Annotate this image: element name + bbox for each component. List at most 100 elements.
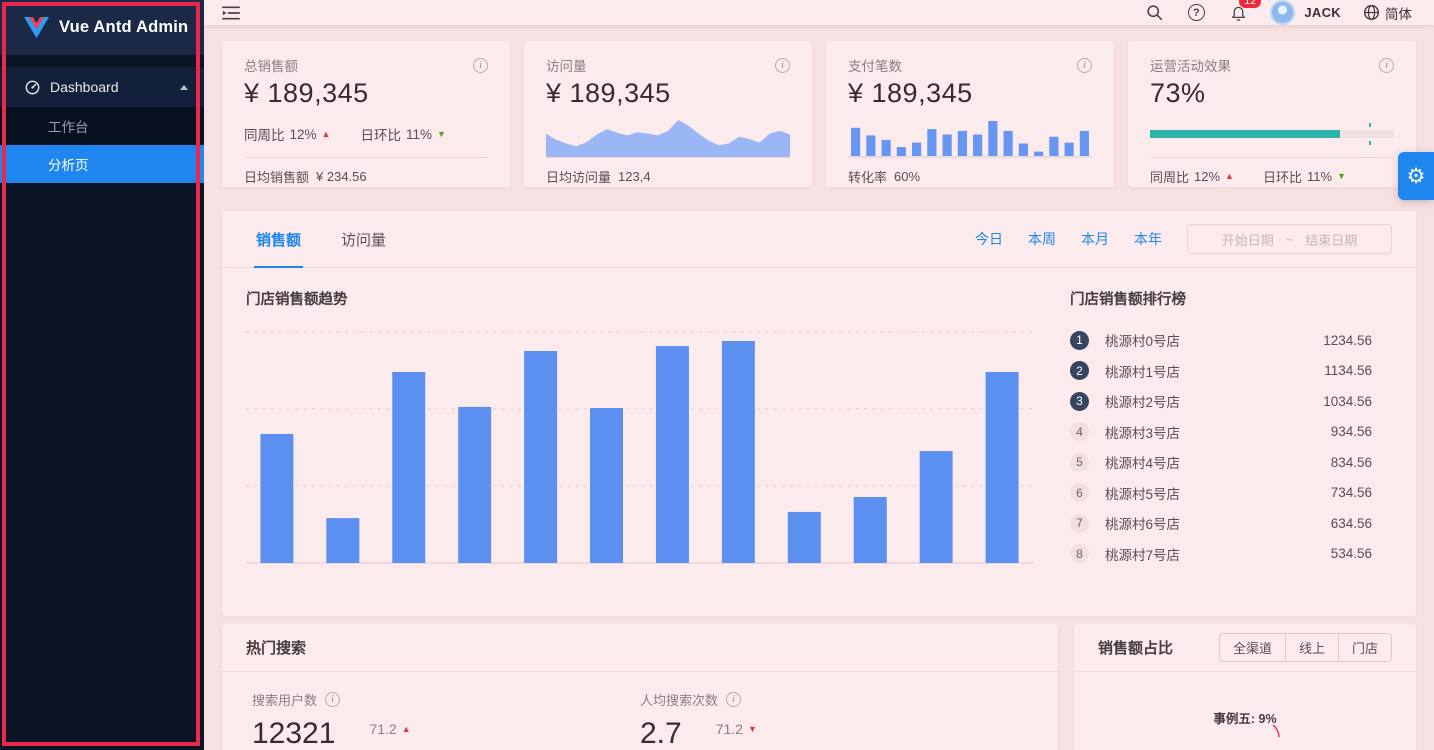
sidebar-item-dashboard[interactable]: Dashboard (0, 67, 204, 107)
stat-card-total-sales: 总销售额 i ¥ 189,345 同周比 12% ▲ 日环比 11% ▼ (222, 41, 510, 187)
sales-panel: 销售额 访问量 今日 本周 本月 本年 开始日期 ~ 结束日期 (222, 211, 1416, 616)
avatar (1270, 0, 1296, 25)
divider (244, 157, 488, 158)
search-users-stat: 搜索用户数 i 12321 71.2 ▲ (252, 690, 640, 750)
trend-up-icon: ▲ (321, 128, 331, 139)
date-end-placeholder: 结束日期 (1305, 232, 1358, 248)
progress-target-tick (1368, 141, 1372, 145)
main-area: ? 12 JACK 简体 (204, 0, 1434, 750)
stat-card-payments: 支付笔数 i ¥ 189,345 转化率 60% (826, 41, 1114, 187)
info-icon[interactable]: i (775, 57, 790, 73)
panel-title: 热门搜索 (246, 640, 307, 657)
notification-badge: 12 (1238, 0, 1263, 9)
submenu-item-label: 工作台 (48, 120, 89, 135)
sales-share-panel: 销售额占比 全渠道 线上 门店 事例五: 9% (1074, 624, 1416, 750)
language-label: 简体 (1385, 6, 1412, 22)
pie-slice-label: 事例五: 9% (1213, 712, 1277, 726)
header-actions: ? 12 JACK 简体 (1144, 0, 1412, 25)
header: ? 12 JACK 简体 (204, 0, 1434, 25)
info-icon[interactable]: i (726, 692, 742, 707)
logo[interactable]: Vue Antd Admin (0, 0, 204, 55)
divider (1150, 157, 1394, 158)
all-channels-button[interactable]: 全渠道 (1218, 633, 1286, 662)
info-icon[interactable]: i (1077, 57, 1092, 73)
search-icon[interactable] (1144, 3, 1164, 23)
sidebar-item-analysis[interactable]: 分析页 (0, 145, 204, 183)
pie-label-leader-line (1272, 724, 1280, 738)
card-title: 总销售额 (244, 59, 298, 74)
sidebar-item-workplace[interactable]: 工作台 (0, 107, 204, 145)
trend-up-icon: ▲ (401, 723, 411, 734)
settings-button[interactable]: ⚙ (1398, 152, 1434, 200)
user-menu[interactable]: JACK (1270, 0, 1341, 25)
stat-card-visits: 访问量 i ¥ 189,345 日均访问量 123,4 (524, 41, 812, 187)
card-footer-label: 日均访问量 (546, 170, 612, 185)
card-value: ¥ 189,345 (244, 78, 369, 108)
card-value: ¥ 189,345 (848, 78, 973, 108)
ranking-row: 4 桃源村3号店 934.56 (1070, 417, 1372, 448)
filter-today[interactable]: 今日 (975, 231, 1003, 247)
language-selector[interactable]: 简体 (1363, 3, 1412, 23)
card-value: ¥ 189,345 (546, 78, 671, 108)
trend-down-icon: ▼ (1337, 171, 1346, 181)
stat-label: 搜索用户数 (252, 693, 318, 708)
stat-trend: 71.2 ▼ (715, 721, 757, 737)
divider (848, 157, 1092, 158)
online-button[interactable]: 线上 (1285, 633, 1339, 662)
card-footer-label: 日均销售额 (244, 170, 310, 185)
username: JACK (1304, 5, 1341, 20)
chart-title: 门店销售额趋势 (246, 292, 348, 308)
info-icon[interactable]: i (325, 692, 341, 707)
tab-visits[interactable]: 访问量 (341, 231, 387, 249)
ranking-row: 7 桃源村6号店 634.56 (1070, 508, 1372, 539)
trend-day: 日环比 11% ▼ (360, 126, 446, 144)
filter-week[interactable]: 本周 (1028, 231, 1056, 247)
card-value: 73% (1150, 78, 1206, 108)
ranking-row: 2 桃源村1号店 1134.56 (1070, 356, 1372, 387)
sidebar: Vue Antd Admin Dashboard 工作台 分析页 (0, 0, 204, 750)
card-footer-label: 转化率 (848, 170, 888, 185)
filter-year[interactable]: 本年 (1134, 231, 1162, 247)
info-icon[interactable]: i (473, 57, 488, 73)
date-range-picker[interactable]: 开始日期 ~ 结束日期 (1187, 224, 1392, 254)
trend-down-icon: ▼ (747, 723, 757, 734)
vue-logo-icon (24, 17, 49, 38)
card-title: 访问量 (546, 59, 587, 74)
card-footer-value: 123,4 (618, 169, 651, 184)
dashboard-icon (25, 80, 40, 94)
operation-progress-bar (1150, 123, 1394, 145)
ranking-row: 3 桃源村2号店 1034.56 (1070, 386, 1372, 417)
content: 总销售额 i ¥ 189,345 同周比 12% ▲ 日环比 11% ▼ (204, 25, 1434, 750)
hot-search-panel: 热门搜索 搜索用户数 i 12321 71.2 ▲ (222, 624, 1058, 750)
notification-bell-icon[interactable]: 12 (1228, 0, 1263, 23)
sidebar-item-label: Dashboard (50, 79, 119, 95)
chevron-up-icon (180, 84, 188, 90)
ranking-title: 门店销售额排行榜 (1070, 292, 1186, 308)
stores-button[interactable]: 门店 (1338, 633, 1392, 662)
channel-button-group: 全渠道 线上 门店 (1218, 633, 1392, 662)
progress-target-tick (1368, 123, 1372, 127)
payments-bar-chart (848, 121, 1092, 157)
card-footer-value: 60% (894, 169, 921, 184)
trend-week: 同周比 12% ▲ (244, 126, 331, 144)
filter-month[interactable]: 本月 (1081, 231, 1109, 247)
card-title: 支付笔数 (848, 59, 902, 74)
divider (546, 157, 790, 158)
help-icon[interactable]: ? (1186, 3, 1206, 23)
sales-share-pie-chart: 事例五: 9% (1074, 672, 1416, 750)
info-icon[interactable]: i (1379, 57, 1394, 73)
tab-sales[interactable]: 销售额 (253, 211, 304, 268)
trend-up-icon: ▲ (1225, 171, 1234, 181)
menu-fold-icon[interactable] (220, 2, 242, 24)
trend-day: 日环比 11% ▼ (1262, 169, 1346, 185)
stat-card-operation-effect: 运营活动效果 i 73% (1128, 41, 1416, 187)
date-separator: ~ (1285, 231, 1294, 247)
ranking-row: 1 桃源村0号店 1234.56 (1070, 325, 1372, 356)
stat-trend: 71.2 ▲ (369, 721, 411, 737)
dashboard-submenu: 工作台 分析页 (0, 107, 204, 187)
stat-value: 2.7 (640, 717, 682, 750)
stat-label: 人均搜索次数 (640, 693, 719, 708)
panel-title: 销售额占比 (1098, 640, 1174, 657)
bottom-row: 热门搜索 搜索用户数 i 12321 71.2 ▲ (222, 624, 1416, 750)
